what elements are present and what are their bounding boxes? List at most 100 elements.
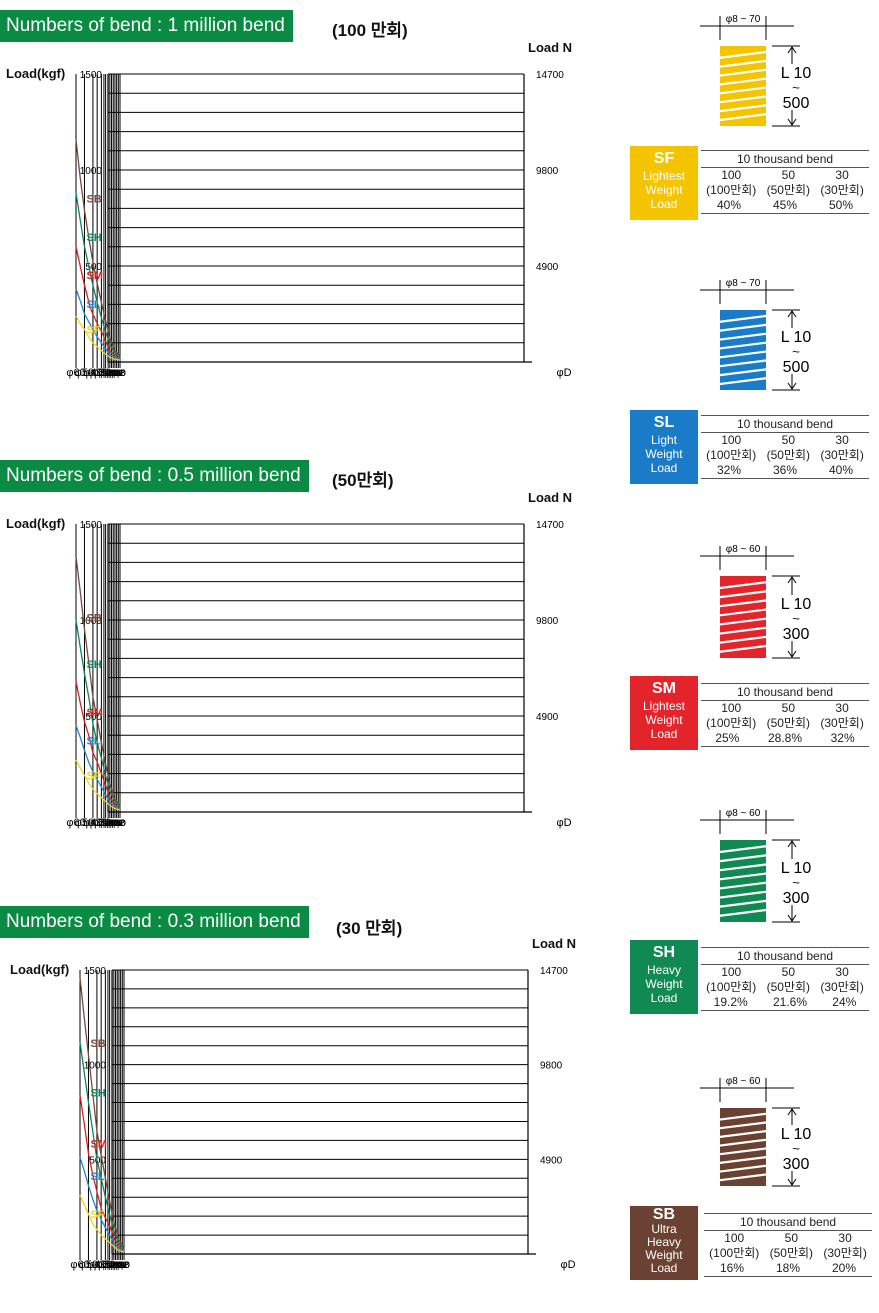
bend-ratio-table: 10 thousand bend 100 50 30 (100만회) (50만회) (3…: [701, 150, 869, 214]
coil-gap: [718, 359, 768, 368]
coil-gap: [718, 1173, 768, 1182]
series-line-sb: [79, 977, 125, 1249]
chart-title: Numbers of bend : 1 million bend: [0, 10, 293, 42]
series-line-sm: [79, 1094, 125, 1251]
series-label-sf: SF: [86, 324, 100, 336]
arrow-head-down-icon: [787, 118, 797, 126]
spring-code: SL: [653, 414, 675, 431]
arrow-head-down-icon: [787, 382, 797, 390]
length-max-label: 300: [783, 890, 810, 907]
length-max-label: 500: [783, 95, 810, 112]
series-label-sl: SL: [86, 299, 100, 311]
spring-badge: SH Heavy Weight Load: [630, 940, 698, 1014]
x-tick-label: φ14: [108, 368, 123, 378]
y-tick-label-right: 14700: [540, 966, 568, 977]
coil-gap: [718, 86, 768, 95]
x-tick-label: φ25: [99, 818, 114, 828]
y-tick-label: 500: [85, 712, 102, 723]
diameter-label: φ8 ~ 60: [726, 808, 761, 819]
length-min-label: L 10: [781, 596, 812, 613]
x-tick-label: φ50: [79, 1259, 98, 1271]
chart-subtitle: (50만회): [332, 471, 394, 490]
x-tick-label: φ20: [107, 1260, 122, 1270]
coil-gap: [718, 1164, 768, 1173]
length-label-bg: [782, 1125, 816, 1171]
x-tick-label: φ40: [83, 367, 102, 379]
coil-gap: [718, 599, 768, 608]
spring-spec-sb: φ8 ~ 60 L 10 ~300 SB Ultra Heavy Weight Lo…: [600, 1070, 879, 1285]
diameter-label: φ8 ~ 70: [726, 278, 761, 289]
chart-panel-05m: Numbers of bend : 0.5 million bend (50만회…: [0, 450, 600, 850]
y-tick-label: 1000: [80, 166, 103, 177]
x-tick-label: φ35: [87, 367, 106, 379]
coil-gap: [718, 1121, 768, 1130]
arrow-head-up-icon: [787, 576, 797, 584]
coil-gap: [718, 1155, 768, 1165]
y-tick-label: 1000: [80, 616, 103, 627]
chart-panel-03m: Numbers of bend : 0.3 million bend (30 만…: [0, 896, 600, 1306]
series-line-sb: [75, 556, 121, 807]
arrow-head-up-icon: [787, 1108, 797, 1116]
coil-gap: [718, 581, 768, 590]
coil-gap: [718, 1129, 768, 1139]
y-tick-label-right: 9800: [536, 616, 559, 627]
coil-gap: [718, 350, 768, 359]
coil-gap: [718, 50, 768, 59]
spring-body: [720, 310, 766, 390]
x-tick-label: φ18: [109, 1260, 124, 1270]
bend-ratio-table: 10 thousand bend 100 50 30 (100만회) (50만회) (3…: [701, 683, 869, 747]
series-label-sl: SL: [86, 736, 100, 748]
y-tick-label-right: 4900: [540, 1155, 563, 1166]
coil-gap: [718, 872, 768, 881]
bend-ratio-table: 10 thousand bend 100 50 30 (100만회) (50만회) (3…: [701, 947, 869, 1011]
series-label-sb: SB: [86, 193, 101, 205]
coil-gap: [718, 644, 768, 653]
series-line-sh: [79, 1041, 125, 1250]
spring-spec-sm: φ8 ~ 60 L 10 ~300 SM Lightest Weight Load …: [600, 538, 879, 758]
coil-gap: [718, 68, 768, 77]
coil-gap: [718, 368, 768, 377]
coil-gap: [718, 1147, 768, 1156]
coil-gap: [718, 881, 768, 890]
series-label-sh: SH: [86, 659, 101, 671]
x-tick-label: φ30: [92, 817, 111, 829]
spring-spec-sl: φ8 ~ 70 L 10 ~500 SL Light Weight Load 10 …: [600, 272, 879, 492]
spring-illustration: φ8 ~ 60 L 10~300: [700, 808, 816, 923]
series-label-sm: SM: [86, 270, 103, 282]
series-line-sh: [75, 619, 121, 808]
spring-illustration: φ8 ~ 60 L 10~300: [700, 1076, 816, 1187]
length-max-label: 500: [783, 359, 810, 376]
spring-coil: [718, 1108, 768, 1186]
x-tick-label: φ14: [108, 818, 123, 828]
series-label-sm: SM: [90, 1139, 107, 1151]
spring-illustration: φ8 ~ 60 L 10~300: [700, 544, 816, 659]
spring-spec-sf: φ8 ~ 70 L 10 ~500 SF Lightest Weight Load …: [600, 0, 879, 225]
x-tick-label: φ12: [110, 368, 125, 378]
x-axis-label: φD: [560, 1259, 575, 1271]
spring-body: [720, 1108, 766, 1186]
spring-code: SH: [652, 944, 676, 961]
x-tick-label: φ35: [91, 1259, 110, 1271]
arrow-head-down-icon: [787, 650, 797, 658]
coil-gap: [718, 314, 768, 323]
chart-subtitle: (100 만회): [332, 21, 408, 40]
length-tilde: ~: [792, 611, 800, 626]
length-label-bg: [782, 595, 816, 641]
spring-coil: [718, 576, 768, 658]
x-axis-label: φD: [556, 817, 571, 829]
length-tilde: ~: [792, 1141, 800, 1156]
x-tick-label: φ35: [87, 817, 106, 829]
spring-badge: SF Lightest Weight Load: [630, 146, 698, 220]
coil-gap: [718, 899, 768, 908]
x-tick-label: φ16: [106, 818, 121, 828]
arrow-head-down-icon: [787, 914, 797, 922]
x-tick-label: φ12: [110, 818, 125, 828]
spring-badge: SL Light Weight Load: [630, 410, 698, 484]
coil-gap: [718, 608, 768, 617]
coil-gap: [718, 854, 768, 863]
y-axis-right-label: Load N: [528, 490, 573, 505]
spring-body: [720, 840, 766, 922]
